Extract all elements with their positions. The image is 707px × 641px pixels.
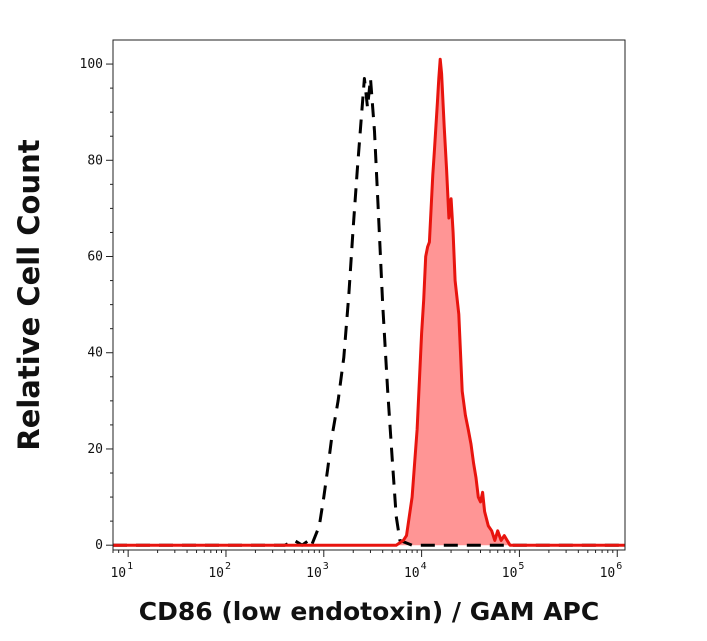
x-axis-label: CD86 (low endotoxin) / GAM APC: [139, 597, 599, 626]
x-tick-label-exponent: 3: [323, 561, 329, 572]
x-tick-label-exponent: 2: [225, 561, 231, 572]
series-1-fill: [113, 59, 625, 546]
plot-frame: [112, 39, 626, 551]
x-tick-label-exponent: 6: [616, 561, 622, 572]
series-1-line: [113, 57, 625, 547]
series-0-line: [113, 77, 625, 547]
y-tick-label: 40: [87, 346, 103, 361]
x-tick-label-exponent: 4: [421, 561, 427, 572]
y-tick-label: 100: [80, 57, 103, 72]
y-tick-label: 0: [95, 538, 103, 553]
x-tick-label-base: 10: [404, 566, 420, 581]
y-tick-label: 80: [87, 153, 103, 168]
x-tick-label-base: 10: [208, 566, 224, 581]
y-tick-label: 60: [87, 250, 103, 265]
y-axis-label: Relative Cell Count: [12, 139, 46, 450]
x-tick-label-base: 10: [600, 566, 616, 581]
y-tick-label: 20: [87, 442, 103, 457]
x-tick-label-exponent: 5: [518, 561, 524, 572]
x-tick-label-exponent: 1: [127, 561, 133, 572]
x-tick-label-base: 10: [502, 566, 518, 581]
x-tick-label-base: 10: [306, 566, 322, 581]
x-tick-label-base: 10: [110, 566, 126, 581]
